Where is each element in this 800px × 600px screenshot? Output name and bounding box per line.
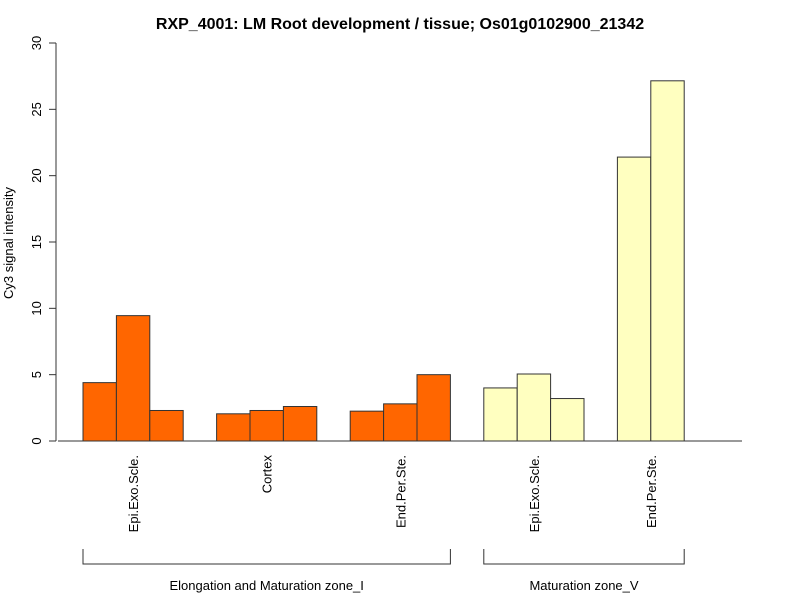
bar <box>383 403 418 442</box>
bar <box>616 156 652 442</box>
bar <box>516 373 552 442</box>
bars <box>82 80 685 442</box>
y-tick-label: 0 <box>29 437 44 444</box>
y-tick-label: 20 <box>29 168 44 182</box>
y-tick-label: 10 <box>29 301 44 315</box>
bar <box>82 382 117 442</box>
y-axis-label: Cy3 signal intensity <box>1 187 16 299</box>
y-axis: 0 5 10 15 20 25 30 <box>29 36 57 445</box>
y-tick-label: 30 <box>29 36 44 50</box>
y-tick-label: 5 <box>29 371 44 378</box>
y-tick-label: 25 <box>29 102 44 116</box>
bar <box>349 410 385 442</box>
bar <box>282 406 318 442</box>
group-brackets: Elongation and Maturation zone_I Maturati… <box>82 549 685 593</box>
bar <box>149 409 184 442</box>
chart-title: RXP_4001: LM Root development / tissue; … <box>156 16 644 33</box>
category-label: Epi.Exo.Scle. <box>527 455 542 532</box>
y-tick-label: 15 <box>29 235 44 249</box>
category-label: End.Per.Ste. <box>644 455 659 528</box>
bar <box>115 315 151 442</box>
bar <box>249 409 284 442</box>
category-labels: Epi.Exo.Scle. Cortex End.Per.Ste. Epi.Exo.S… <box>126 455 659 533</box>
group-label: Maturation zone_V <box>529 578 638 593</box>
group-bracket <box>483 549 685 565</box>
bar <box>416 374 451 442</box>
bar <box>550 398 585 442</box>
category-label: End.Per.Ste. <box>393 455 408 528</box>
category-label: Epi.Exo.Scle. <box>126 455 141 532</box>
bar <box>216 413 251 442</box>
bar <box>650 80 685 442</box>
bar <box>483 387 518 442</box>
group-bracket <box>82 549 451 565</box>
group-label: Elongation and Maturation zone_I <box>169 578 363 593</box>
category-label: Cortex <box>260 455 275 494</box>
